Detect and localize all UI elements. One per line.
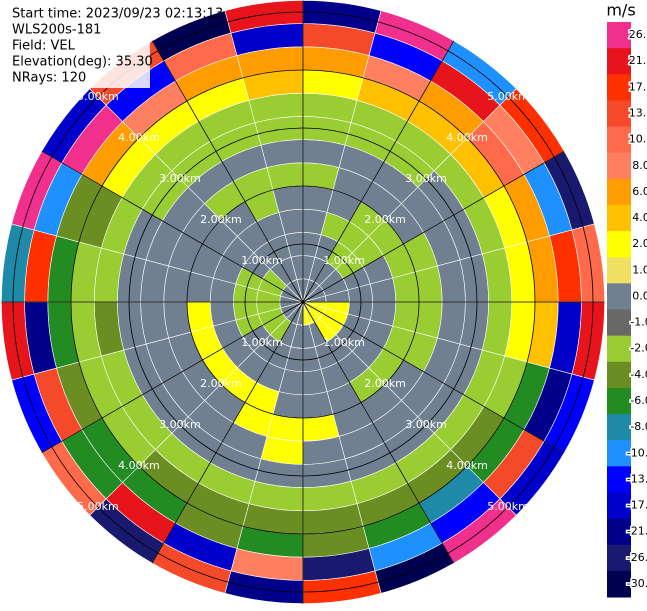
range-label: 1.00km [241,254,283,267]
colorbar-tick-label: 4.0 [632,211,647,224]
info-line: Start time: 2023/09/23 02:13:13 [12,7,223,22]
colorbar-tick-label: -4.0 [630,368,647,381]
azimuth-spoke [302,150,565,303]
azimuth-spoke [302,301,565,454]
colorbar-label: m/s [606,1,635,20]
colorbar-segment [607,309,631,337]
info-line: Field: VEL [12,39,76,54]
colorbar-tick-label: 21.0 [629,54,647,67]
colorbar-segment [607,22,631,49]
colorbar: m/s 26.0 21.0 17.0 13.0 10.0 8.0 6.0 4.0 2.0 1.0 0.… [606,1,647,598]
colorbar-segment [607,48,631,75]
ppi-field [1,0,605,604]
colorbar-tick-label: 26.0 [629,28,647,41]
range-label: 2.00km [364,377,406,390]
colorbar-segment [607,178,631,206]
colorbar-segment [607,518,631,546]
colorbar-tick-label: 10.0 [629,133,647,146]
range-label: 5.00km [77,90,119,103]
range-label: 4.00km [446,459,488,472]
range-label: 1.00km [323,254,365,267]
colorbar-tick-label: -21.0 [627,525,647,538]
colorbar-segment [607,204,631,232]
colorbar-segment [607,283,631,310]
colorbar-tick-label: 8.0 [632,159,647,172]
range-label: 4.00km [446,131,488,144]
azimuth-spoke [302,301,455,564]
range-label: 2.00km [364,213,406,226]
range-label: 5.00km [487,90,529,103]
colorbar-segment [607,466,631,493]
colorbar-tick-label: -26.0 [627,551,647,564]
colorbar-segment [607,440,631,467]
colorbar-tick-label: 0.0 [632,289,647,302]
colorbar-segment [607,361,631,389]
colorbar-tick-label: 13.0 [629,106,647,119]
colorbar-tick-label: 17.0 [629,80,647,93]
info-line: Elevation(deg): 35.30 [12,55,153,70]
colorbar-segment [607,414,631,441]
colorbar-segment [607,100,631,128]
range-label: 5.00km [487,500,529,513]
colorbar-tick-label: 6.0 [632,185,647,198]
range-ring [70,69,536,535]
info-line: NRays: 120 [12,71,86,86]
azimuth-spoke [151,40,304,303]
info-line: WLS200s-181 [12,23,101,38]
azimuth-spoke [41,301,304,454]
range-ring [128,127,478,477]
colorbar-segment [607,74,631,101]
range-label: 3.00km [159,418,201,431]
azimuth-spoke [41,150,304,303]
colorbar-segment [607,126,631,154]
azimuth-spoke [151,301,304,564]
range-label: 1.00km [323,336,365,349]
range-ring [186,185,420,419]
colorbar-tick-label: -1.0 [630,316,647,329]
range-ring [12,11,594,593]
range-label: 3.00km [405,418,447,431]
info-box [8,4,150,88]
colorbar-segment [607,152,631,180]
range-label: 2.00km [200,213,242,226]
colorbar-tick-label: 1.0 [632,263,647,276]
range-label: 2.00km [200,377,242,390]
colorbar-segment [607,231,631,258]
range-label: 5.00km [77,500,119,513]
colorbar-tick-label: -13.0 [627,472,647,485]
range-label: 4.00km [118,459,160,472]
range-label: 3.00km [405,172,447,185]
overlay: 1.00km 1.00km 1.00km 1.00km 2.00km 2.00km 2.00… [1,0,605,604]
colorbar-segment [607,387,631,415]
colorbar-tick-label: -8.0 [630,420,647,433]
colorbar-tick-label: 2.0 [632,237,647,250]
colorbar-tick-label: -10.0 [627,446,647,459]
colorbar-tick-label: -6.0 [630,394,647,407]
colorbar-segment [607,492,631,520]
range-label: 3.00km [159,172,201,185]
colorbar-segment [607,257,631,284]
colorbar-segment [607,335,631,363]
colorbar-tick-label: -17.0 [627,499,647,512]
colorbar-segment [607,570,631,598]
colorbar-tick-label: -30.0 [627,577,647,590]
range-label: 1.00km [241,336,283,349]
range-label: 4.00km [118,131,160,144]
colorbar-tick-label: -2.0 [630,342,647,355]
colorbar-segment [607,544,631,572]
range-ring [244,243,362,361]
azimuth-spoke [302,40,455,303]
